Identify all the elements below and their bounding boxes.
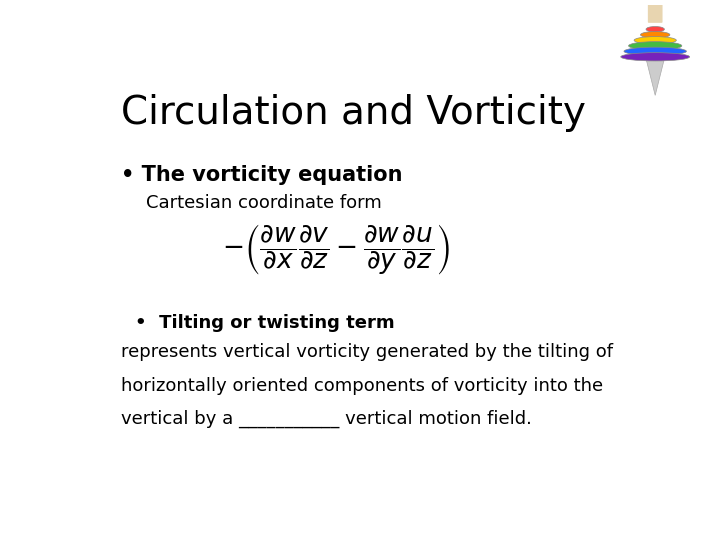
Text: represents vertical vorticity generated by the tilting of: represents vertical vorticity generated … (121, 343, 613, 361)
Text: $-\left(\dfrac{\partial w}{\partial x}\dfrac{\partial v}{\partial z} - \dfrac{\p: $-\left(\dfrac{\partial w}{\partial x}\d… (222, 222, 449, 278)
Ellipse shape (641, 31, 670, 38)
Text: Circulation and Vorticity: Circulation and Vorticity (121, 94, 585, 132)
Text: Cartesian coordinate form: Cartesian coordinate form (145, 194, 382, 212)
Text: vertical by a ___________ vertical motion field.: vertical by a ___________ vertical motio… (121, 410, 531, 428)
Polygon shape (646, 59, 665, 96)
FancyBboxPatch shape (648, 4, 662, 23)
Ellipse shape (624, 47, 686, 56)
Ellipse shape (646, 26, 665, 32)
Text: • The vorticity equation: • The vorticity equation (121, 165, 402, 185)
Ellipse shape (621, 53, 690, 61)
Text: horizontally oriented components of vorticity into the: horizontally oriented components of vort… (121, 377, 603, 395)
Ellipse shape (634, 37, 676, 44)
Text: •  Tilting or twisting term: • Tilting or twisting term (135, 314, 395, 332)
Ellipse shape (629, 42, 682, 50)
